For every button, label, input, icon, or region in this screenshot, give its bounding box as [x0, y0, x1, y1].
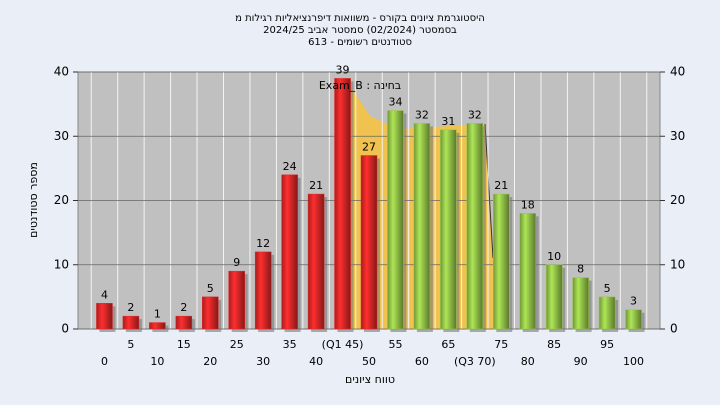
x-tick-label: 100 — [623, 355, 644, 368]
y-tick-label: 10 — [54, 257, 69, 271]
bar — [254, 251, 272, 330]
value-label: 5 — [207, 282, 214, 295]
x-tick-label: 90 — [574, 355, 588, 368]
highlight-edge — [484, 123, 494, 259]
x-tick-label: 40 — [309, 355, 323, 368]
value-label: 9 — [233, 256, 240, 269]
x-tick-label: (Q3 70) — [454, 355, 496, 368]
x-tick-label: 5 — [127, 338, 134, 351]
bar — [519, 213, 536, 330]
bar — [572, 277, 589, 330]
bar — [122, 315, 140, 330]
value-label: 2 — [180, 301, 187, 314]
bar — [413, 123, 431, 330]
y2-tick-label: 40 — [670, 65, 685, 79]
value-label: 32 — [415, 108, 429, 121]
bars — [96, 78, 645, 333]
y-tick-label: 40 — [54, 65, 69, 79]
value-label: 4 — [101, 288, 108, 301]
value-label: 31 — [441, 115, 455, 128]
value-label: 2 — [127, 301, 134, 314]
bar — [493, 193, 510, 330]
y2-tick-label: 20 — [670, 193, 685, 207]
y-tick-label: 0 — [61, 322, 69, 336]
x-tick-label: 60 — [415, 355, 429, 368]
x-tick-label: (Q1 45) — [322, 338, 364, 351]
value-label: 8 — [577, 263, 584, 276]
bar — [360, 155, 378, 330]
value-label: 27 — [362, 141, 376, 154]
x-tick-label: 15 — [177, 338, 191, 351]
value-label: 5 — [604, 282, 611, 295]
value-label: 21 — [494, 179, 508, 192]
value-label: 32 — [468, 108, 482, 121]
x-tick-label: 10 — [150, 355, 164, 368]
value-label: 34 — [388, 96, 402, 109]
y-tick-label: 30 — [54, 129, 69, 143]
value-label: 3 — [630, 295, 637, 308]
value-label: 39 — [336, 63, 350, 76]
x-tick-label: 25 — [230, 338, 244, 351]
x-tick-label: 50 — [362, 355, 376, 368]
y2-tick-label: 0 — [670, 322, 678, 336]
value-label: 1 — [154, 308, 161, 321]
value-label: 24 — [283, 160, 297, 173]
value-label: 21 — [309, 179, 323, 192]
bar — [545, 264, 563, 330]
y2-tick-label: 30 — [670, 129, 685, 143]
x-tick-label: 75 — [494, 338, 508, 351]
x-tick-label: 55 — [388, 338, 402, 351]
title-line: היסטוגרמת ציונים בקורס - משוואות דיפרנצי… — [235, 13, 485, 24]
y-axis-title: מספר סטודנטים — [27, 162, 40, 238]
title-line: בסמסטר (02/2024) סמסטר אביב 2024/25 — [263, 25, 457, 36]
x-tick-label: 65 — [441, 338, 455, 351]
x-tick-label: 30 — [256, 355, 270, 368]
bar — [228, 270, 245, 330]
x-tick-label: 80 — [521, 355, 535, 368]
bar — [307, 193, 325, 330]
value-label: 12 — [256, 237, 270, 250]
bar — [149, 322, 166, 330]
value-label: 10 — [547, 250, 561, 263]
grid — [78, 71, 660, 330]
bar — [202, 296, 219, 330]
bar — [334, 78, 351, 330]
bar — [281, 174, 298, 330]
bar — [625, 309, 642, 330]
x-tick-label: 0 — [101, 355, 108, 368]
y-tick-label: 20 — [54, 193, 69, 207]
y2-tick-label: 10 — [670, 257, 685, 271]
x-tick-label: 20 — [203, 355, 217, 368]
x-tick-label: 95 — [600, 338, 614, 351]
title-line: סטודנטים רשומים - 613 — [308, 37, 412, 48]
bar — [175, 315, 193, 330]
value-label: 18 — [521, 198, 535, 211]
x-tick-label: 85 — [547, 338, 561, 351]
bar — [440, 129, 457, 330]
x-tick-label: 35 — [283, 338, 297, 351]
bar — [387, 110, 404, 330]
annotation: בחינה : Exam_B — [319, 79, 401, 92]
x-axis-title: טווח ציונים — [345, 373, 395, 386]
bar — [598, 296, 616, 330]
bar — [466, 123, 484, 330]
bar — [96, 303, 113, 330]
